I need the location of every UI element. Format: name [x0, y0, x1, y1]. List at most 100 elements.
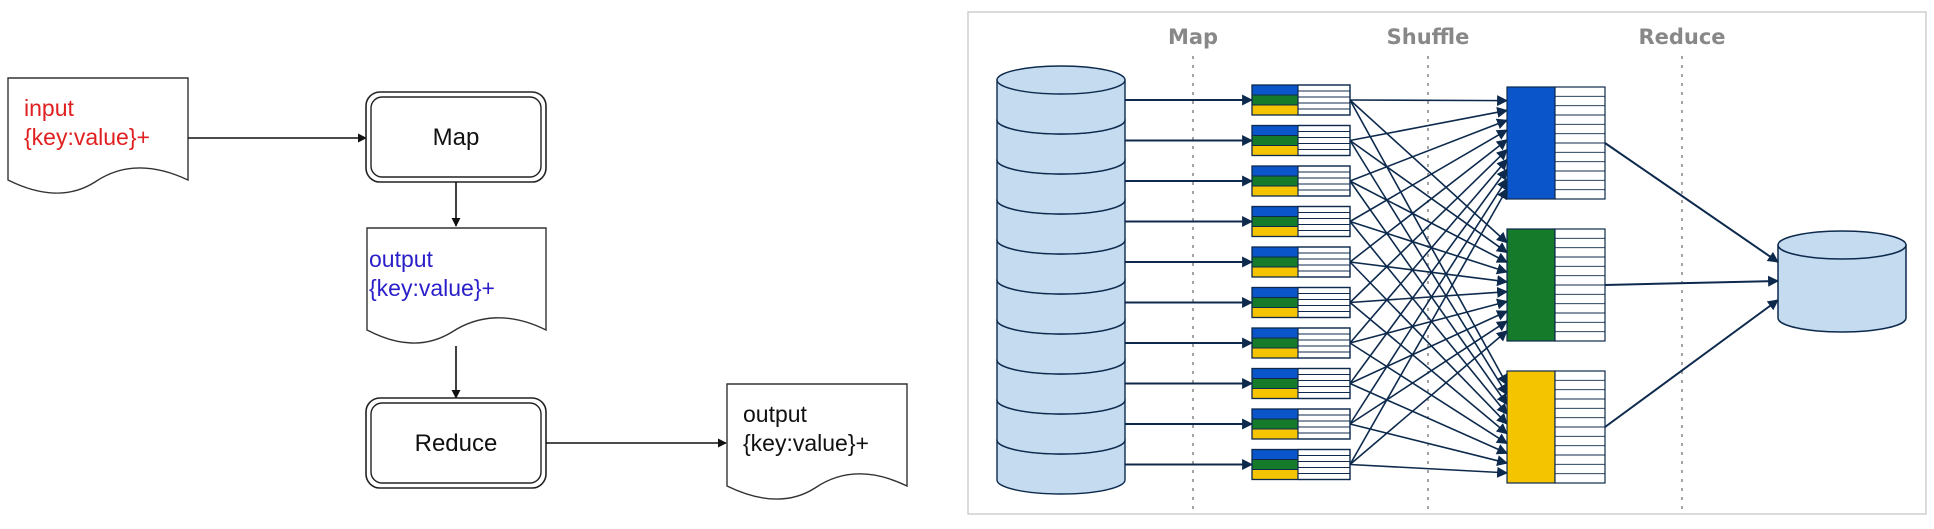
map-partition-cell [1251, 175, 1299, 187]
map-task-outline [1251, 84, 1351, 116]
map-task-group [1251, 84, 1351, 481]
map-buffer [1297, 327, 1351, 359]
map-partition-cell [1251, 94, 1299, 106]
input-doc-line1: input [24, 95, 74, 121]
map-task [1251, 84, 1351, 116]
map-partition-cell [1251, 145, 1299, 156]
edge-shuffle [1349, 148, 1508, 304]
phase-label-map: Map [1168, 25, 1218, 49]
edge-shuffle [1349, 178, 1508, 425]
map-task [1251, 367, 1351, 400]
edge-shuffle [1349, 118, 1509, 182]
map-task [1251, 205, 1351, 238]
map-partition-cell [1251, 337, 1299, 349]
map-partition-cell [1251, 165, 1299, 177]
map-task-outline [1251, 367, 1351, 400]
map-partition-cell [1251, 459, 1299, 470]
map-partition-cell [1251, 307, 1299, 318]
map-partition-cell [1251, 408, 1299, 420]
map-partition-cell [1251, 378, 1299, 389]
storage-segment-body [996, 239, 1126, 295]
storage-segment [996, 65, 1126, 135]
map-task-outline [1251, 124, 1351, 157]
edge-shuffle [1349, 261, 1509, 287]
intermediate-doc-line2: {key:value}+ [369, 275, 495, 301]
map-partition-cell [1251, 226, 1299, 237]
map-box: Map [365, 91, 547, 183]
storage-segment-top [996, 65, 1126, 95]
edge-shuffle [1349, 320, 1508, 425]
edge-shuffle [1349, 95, 1509, 107]
map-task-outline [1251, 286, 1351, 319]
map-partition-cell [1251, 449, 1299, 460]
map-buffer [1297, 124, 1351, 157]
map-partition-cell [1251, 469, 1299, 480]
reduce-box: Reduce [365, 397, 547, 489]
map-partition-cell [1251, 327, 1299, 339]
map-buffer [1297, 165, 1351, 197]
edge-shuffle [1349, 99, 1508, 386]
output-cylinder-body [1777, 244, 1907, 333]
phase-label-shuffle: Shuffle [1387, 25, 1470, 49]
map-task-outline [1251, 408, 1351, 440]
map-partition-cell [1251, 206, 1299, 217]
map-task [1251, 246, 1351, 278]
storage-segment-body [996, 399, 1126, 455]
pipeline-edges [1125, 94, 1780, 478]
map-partition-cell [1251, 256, 1299, 268]
final-output-document: output {key:value}+ [726, 383, 908, 500]
edge-reduce-to-output [1604, 299, 1779, 428]
map-buffer [1297, 205, 1351, 238]
storage-segment-body [996, 119, 1126, 175]
map-partition-cell [1251, 368, 1299, 379]
edge-shuffle [1349, 180, 1508, 406]
pipeline-panel: Map Shuffle Reduce [967, 11, 1927, 515]
output-cylinder-top [1777, 230, 1907, 260]
map-task-outline [1251, 327, 1351, 359]
map-partition-cell [1251, 135, 1299, 146]
edge-shuffle [1349, 187, 1508, 465]
edge-shuffle [1349, 139, 1508, 263]
reduce-task [1506, 370, 1606, 484]
flowchart: input {key:value}+ Map output {key:value… [7, 77, 908, 500]
edge-shuffle [1349, 106, 1509, 142]
reduce-task [1506, 228, 1606, 342]
storage-segment-body [996, 79, 1126, 135]
map-task [1251, 408, 1351, 440]
reduce-task-group [1506, 86, 1606, 484]
storage-segment-body [996, 159, 1126, 215]
storage-segment-body [996, 319, 1126, 375]
edge-shuffle [1349, 298, 1509, 344]
map-partition-cell [1251, 216, 1299, 227]
map-partition-cell [1251, 287, 1299, 298]
map-task [1251, 327, 1351, 359]
edge-shuffle [1349, 158, 1508, 344]
reduce-partition-block [1506, 86, 1556, 200]
edge-shuffle [1349, 382, 1509, 455]
map-partition-cell [1251, 266, 1299, 278]
reduce-box-label: Reduce [415, 430, 498, 457]
map-task-outline [1251, 165, 1351, 197]
map-buffer [1297, 448, 1351, 481]
output-storage [1777, 230, 1907, 333]
edge-reduce-to-output [1604, 142, 1779, 263]
input-document: input {key:value}+ [7, 77, 189, 194]
final-doc-line1: output [743, 401, 808, 427]
map-partition-cell [1251, 104, 1299, 116]
reduce-partition-block [1506, 228, 1556, 342]
edge-shuffle [1349, 261, 1508, 425]
edge-shuffle [1349, 220, 1508, 415]
final-doc-line2: {key:value}+ [743, 430, 869, 456]
map-partition-cell [1251, 297, 1299, 308]
map-partition-cell [1251, 185, 1299, 197]
map-buffer [1297, 367, 1351, 400]
phase-label-reduce: Reduce [1638, 25, 1725, 49]
intermediate-output-document: output {key:value}+ [366, 227, 547, 344]
map-partition-cell [1251, 84, 1299, 96]
map-buffer [1297, 84, 1351, 116]
map-buffer [1297, 286, 1351, 319]
map-task [1251, 165, 1351, 197]
edge-shuffle [1349, 463, 1509, 478]
map-partition-cell [1251, 388, 1299, 399]
